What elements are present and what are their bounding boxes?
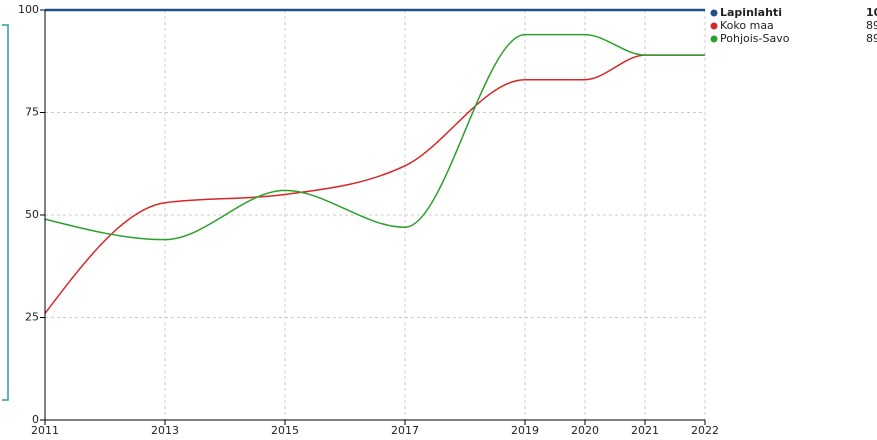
- x-tick-label: 2015: [271, 424, 299, 437]
- series-line: [44, 33, 705, 241]
- legend-marker: [710, 22, 718, 30]
- x-tick-label: 2021: [631, 424, 659, 437]
- y-tick-label: 25: [25, 311, 39, 324]
- grid: [44, 9, 706, 421]
- legend-value: 89: [866, 19, 877, 32]
- x-tick-label: 2020: [571, 424, 599, 437]
- y-tick-label: 50: [25, 208, 39, 221]
- legend: Lapinlahti 100 Koko maa 89 Pohjois-Savo 89: [710, 6, 877, 45]
- y-tick-label: 75: [25, 106, 39, 119]
- axes: 0 25 50 75 100 2011 2013 2015 2017 2019 2020 2021 20…: [18, 3, 719, 437]
- y-tick-label: 0: [32, 413, 39, 426]
- legend-label: Lapinlahti: [720, 6, 782, 19]
- x-tick-label: 2013: [151, 424, 179, 437]
- legend-value: 89: [866, 32, 877, 45]
- legend-value: 100: [866, 6, 877, 19]
- x-tick-label: 2011: [31, 424, 59, 437]
- x-tick-label: 2019: [511, 424, 539, 437]
- legend-marker: [710, 9, 718, 17]
- x-tick-label: 2017: [391, 424, 419, 437]
- legend-label: Koko maa: [720, 19, 774, 32]
- y-tick-label: 100: [18, 3, 39, 16]
- legend-label: Pohjois-Savo: [720, 32, 790, 45]
- legend-marker: [710, 35, 718, 43]
- side-bracket: [2, 24, 9, 401]
- lines: [44, 8, 705, 314]
- x-tick-label: 2022: [691, 424, 719, 437]
- series-line: [44, 54, 705, 314]
